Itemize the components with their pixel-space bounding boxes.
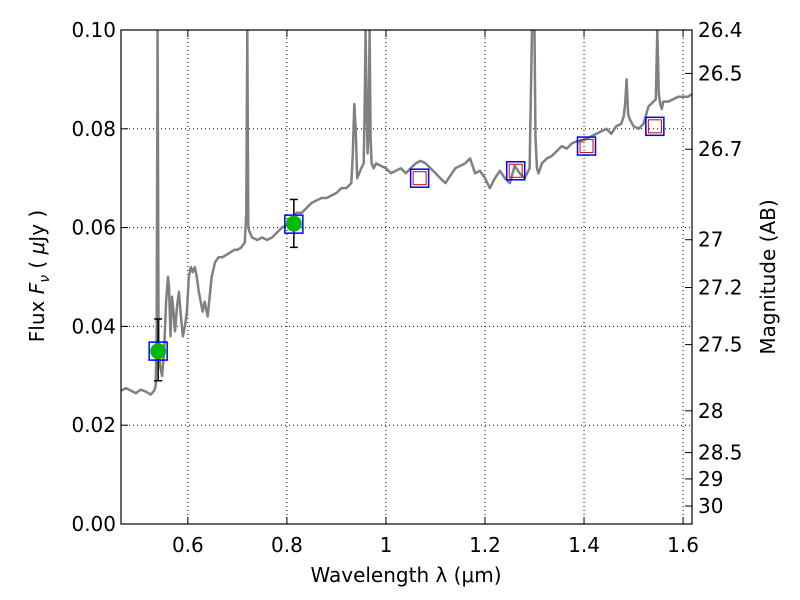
- right-tick-label: 27.5: [698, 333, 743, 357]
- right-tick-label: 29: [698, 467, 723, 491]
- grid: [121, 30, 692, 524]
- x-tick-label: 1.6: [667, 533, 699, 557]
- y-label-flux: Flux: [25, 294, 49, 342]
- ticks: [121, 29, 692, 525]
- model-flux-box: [505, 161, 526, 181]
- right-tick-label: 26.4: [698, 18, 743, 42]
- y-tick-label: 0.00: [71, 512, 116, 536]
- model-flux-box: [409, 168, 430, 188]
- model-flux-box: [148, 341, 168, 361]
- x-axis-label: Wavelength λ (μm): [310, 563, 501, 587]
- model-flux-box: [576, 136, 597, 156]
- y-label-nu: ν: [37, 275, 53, 283]
- right-tick-label: 26.7: [698, 137, 743, 161]
- model-flux-box: [645, 116, 665, 137]
- y-label-unit: Jy ): [25, 210, 49, 244]
- right-tick-label: 27: [698, 228, 723, 252]
- x-tick-label: 1.4: [568, 533, 600, 557]
- y-tick-label: 0.02: [71, 413, 116, 437]
- right-tick-label: 26.5: [698, 61, 743, 85]
- y-label-f: F: [25, 282, 49, 294]
- sed-curve: [121, 30, 692, 396]
- y-tick-label: 0.08: [71, 117, 116, 141]
- model-upper-limit-marker: [579, 139, 594, 154]
- y-tick-label: 0.10: [71, 18, 116, 42]
- right-tick-label: 28.5: [698, 441, 743, 465]
- x-tick-label: 0.8: [271, 533, 303, 557]
- points-layer: [148, 116, 665, 382]
- model-upper-limit-marker: [647, 119, 662, 134]
- observed-flux-point: [150, 343, 167, 360]
- x-tick-label: 0.6: [172, 533, 204, 557]
- model-flux-box: [284, 214, 304, 234]
- y-tick-label: 0.04: [71, 314, 116, 338]
- right-tick-label: 27.2: [698, 276, 743, 300]
- right-tick-label: 30: [698, 494, 723, 518]
- model-upper-limit-marker: [508, 163, 523, 178]
- y-axis-label: Flux Fν ( μJy ): [25, 210, 53, 342]
- y-tick-label: 0.06: [71, 216, 116, 240]
- curve-layer: [121, 30, 692, 396]
- observed-flux-point: [285, 215, 302, 232]
- model-upper-limit-marker: [412, 171, 427, 186]
- plot-frame: [120, 29, 693, 525]
- right-tick-label: 28: [698, 399, 723, 423]
- y-label-mu: μ: [25, 242, 49, 256]
- x-tick-label: 1.2: [469, 533, 501, 557]
- right-axis-label: Magnitude (AB): [756, 199, 780, 354]
- tick-labels: 0.6 0.8 1 1.2 1.4 1.6 0.00 0.02 0.04 0.06 0.08 0.10…: [71, 18, 742, 557]
- y-label-open: (: [25, 254, 49, 275]
- x-tick-label: 1: [380, 533, 393, 557]
